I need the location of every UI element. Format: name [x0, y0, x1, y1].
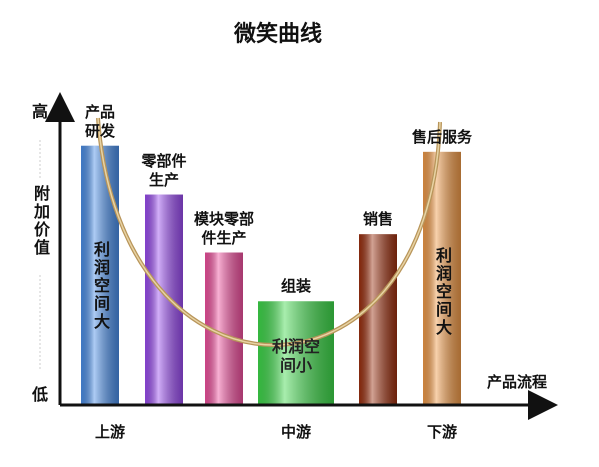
x-axis-label: 产品流程 — [486, 373, 547, 391]
bar-shine — [145, 194, 183, 405]
y-axis-label: 附加价值 — [31, 185, 50, 257]
category-label: 销售 — [362, 210, 393, 229]
y-tick-label: 高 — [31, 102, 48, 121]
stage-label: 下游 — [426, 423, 457, 441]
category-label: 模块零部件生产 — [193, 209, 254, 247]
bar-shine — [81, 145, 119, 405]
category-label: 产品研发 — [84, 102, 115, 140]
bar-shine — [258, 301, 334, 405]
smile-curve-highlight — [97, 117, 441, 346]
inner-label: 利润空间大 — [91, 240, 110, 331]
category-label: 售后服务 — [411, 127, 472, 146]
category-label: 组装 — [280, 277, 311, 296]
category-label: 零部件生产 — [141, 151, 187, 189]
bars — [81, 145, 461, 405]
bar-shine — [359, 234, 397, 405]
stage-label: 中游 — [280, 423, 311, 441]
inner-label: 利润空间大 — [433, 246, 452, 337]
y-tick-label: 低 — [31, 385, 48, 404]
inner-label: 利润空间小 — [271, 337, 320, 376]
chart-title: 微笑曲线 — [233, 22, 322, 47]
stage-label: 上游 — [94, 423, 125, 441]
